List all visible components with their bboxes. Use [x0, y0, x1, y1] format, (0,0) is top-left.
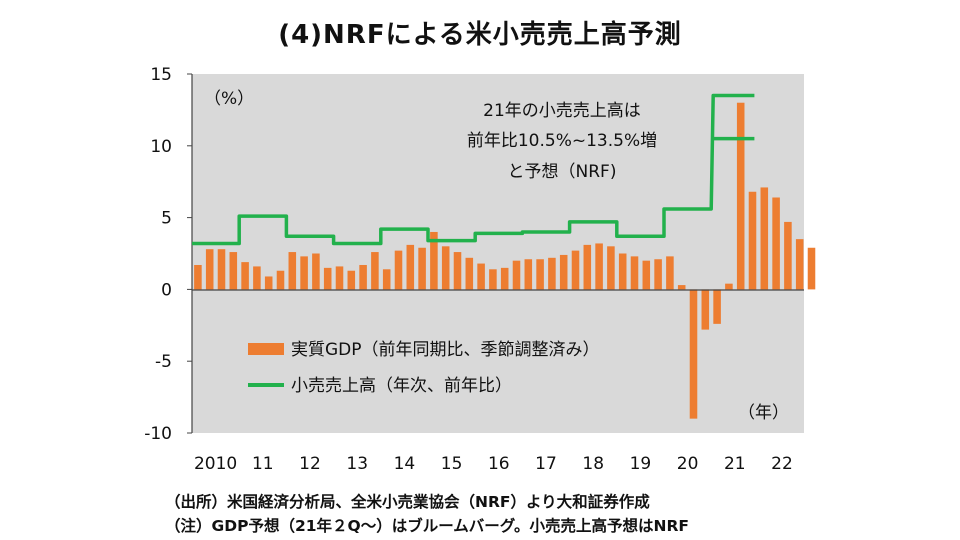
- gdp-bar: [748, 191, 757, 290]
- x-tick-label: 22: [771, 454, 793, 474]
- gdp-bar: [736, 102, 745, 290]
- gdp-bar: [430, 231, 438, 290]
- x-tick-label: 17: [535, 454, 557, 474]
- gdp-bar: [713, 289, 721, 324]
- gdp-bar: [677, 285, 686, 290]
- gdp-bar: [512, 260, 521, 290]
- gdp-bar: [217, 249, 226, 290]
- gdp-bar: [264, 276, 273, 290]
- gdp-bar: [701, 289, 710, 330]
- gdp-bar: [689, 289, 698, 419]
- gdp-bar: [205, 249, 214, 290]
- gdp-bar: [229, 252, 238, 290]
- gdp-bar: [394, 250, 403, 290]
- gdp-bar: [784, 221, 792, 290]
- legend-label-retail: 小売売上高（年次、前年比）: [291, 376, 512, 396]
- gdp-bar: [807, 247, 816, 290]
- y-axis-unit: （%）: [204, 89, 254, 109]
- y-tick-label: 10: [150, 137, 172, 157]
- y-axis-ticks: 15 10 5 0 -5 -10: [144, 65, 192, 444]
- gdp-bar: [607, 246, 615, 290]
- gdp-bar: [760, 187, 769, 290]
- gdp-bar: [300, 256, 308, 290]
- gdp-bar: [241, 262, 249, 290]
- legend-bar-swatch: [248, 343, 284, 355]
- gdp-bar: [618, 253, 627, 290]
- retail-sales-line: [192, 93, 755, 246]
- x-axis-ticks: 2010 11 12 13 14 15 16 17 18 19 20 21 22: [194, 454, 793, 474]
- y-tick-label: 0: [161, 280, 172, 300]
- gdp-bar: [583, 244, 592, 290]
- gdp-bar: [654, 259, 662, 290]
- x-tick-label: 11: [252, 454, 274, 474]
- gdp-bar: [489, 269, 497, 290]
- x-tick-label: 13: [346, 454, 368, 474]
- gdp-bar: [382, 269, 391, 290]
- annotation-line-2: 前年比10.5%~13.5%増: [467, 131, 657, 151]
- gdp-bar: [288, 252, 297, 290]
- gdp-bar: [642, 260, 651, 290]
- gdp-bar: [465, 257, 474, 290]
- x-tick-label: 14: [394, 454, 416, 474]
- gdp-bar: [418, 247, 426, 290]
- legend-label-gdp: 実質GDP（前年同期比、季節調整済み）: [291, 340, 600, 360]
- gdp-bar: [725, 283, 733, 290]
- gdp-bar: [666, 256, 674, 290]
- x-tick-label: 2010: [194, 454, 237, 474]
- gdp-bar: [772, 197, 780, 290]
- gdp-bar: [276, 270, 285, 290]
- x-tick-label: 18: [582, 454, 604, 474]
- y-tick-label: -5: [155, 352, 172, 372]
- gdp-bar: [595, 243, 603, 290]
- x-axis-unit: （年）: [738, 403, 789, 423]
- annotation-line-3: と予想（NRF): [508, 162, 617, 182]
- x-tick-label: 19: [630, 454, 652, 474]
- source-note: （出所）米国経済分析局、全米小売業協会（NRF）より大和証券作成: [165, 493, 650, 511]
- gdp-bars: [194, 102, 816, 419]
- x-tick-label: 20: [677, 454, 699, 474]
- x-tick-label: 15: [441, 454, 463, 474]
- gdp-bar: [194, 264, 202, 290]
- gdp-bar: [795, 239, 804, 290]
- gdp-bar: [359, 264, 367, 290]
- gdp-bar: [548, 257, 556, 290]
- gdp-bar: [323, 267, 332, 290]
- annotation-line-1: 21年の小売売上高は: [483, 101, 641, 121]
- retail-sales-series: [192, 93, 755, 246]
- y-tick-label: -10: [144, 424, 172, 444]
- x-tick-label: 16: [488, 454, 510, 474]
- gdp-bar: [441, 246, 450, 290]
- gdp-bar: [536, 259, 544, 290]
- gdp-bar: [559, 254, 568, 290]
- y-tick-label: 15: [150, 65, 172, 85]
- gdp-bar: [371, 252, 379, 290]
- gdp-bar: [335, 266, 344, 290]
- gdp-bar: [500, 267, 509, 290]
- gdp-bar: [453, 252, 462, 290]
- x-tick-label: 21: [724, 454, 746, 474]
- gdp-bar: [347, 270, 356, 290]
- gdp-bar: [253, 266, 261, 290]
- gdp-bar: [406, 244, 415, 290]
- gdp-bar: [312, 253, 320, 290]
- gdp-bar: [524, 259, 533, 290]
- legend: 実質GDP（前年同期比、季節調整済み） 小売売上高（年次、前年比）: [248, 340, 600, 396]
- footnote: （注）GDP予想（21年２Q～）はブルームバーグ。小売売上高予想はNRF: [165, 517, 689, 535]
- gdp-bar: [571, 250, 580, 290]
- gdp-bar: [477, 263, 485, 290]
- y-tick-label: 5: [161, 209, 172, 229]
- gdp-bar: [630, 256, 639, 290]
- page-title: (4)NRFによる米小売売上高予測: [278, 20, 682, 50]
- x-tick-label: 12: [299, 454, 321, 474]
